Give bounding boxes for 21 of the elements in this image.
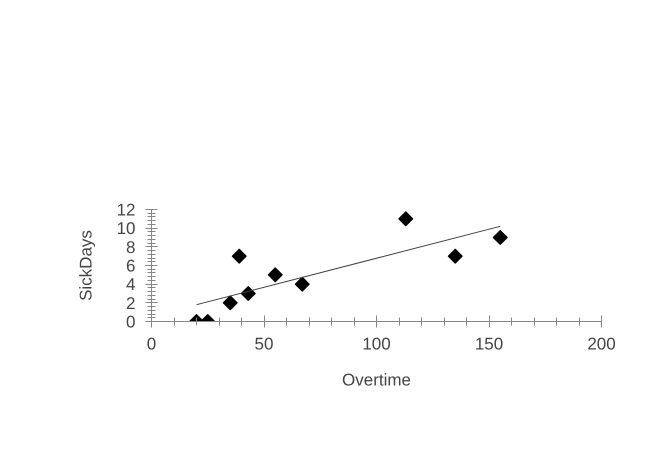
y-tick-label: 12 [116,200,136,220]
point [294,276,310,292]
x-tick-label: 200 [587,334,616,354]
y-tick-label: 8 [126,238,136,257]
point [398,211,414,226]
point [222,295,238,310]
y-tick-label: 10 [116,219,136,238]
y-axis-title: SickDays [76,230,96,301]
x-axis-title: Overtime [342,370,411,390]
y-tick-label: 6 [126,256,136,276]
point [232,248,247,264]
y-tick-label: 4 [126,275,136,294]
x-tick-label: 150 [474,334,504,354]
point [448,248,463,264]
y-tick-label: 2 [126,294,136,313]
point [268,267,283,282]
x-tick-label: 0 [146,334,156,354]
y-tick-label: 0 [126,312,136,332]
x-tick-label: 100 [362,334,391,354]
point [492,230,508,246]
x-tick-label: 50 [254,334,274,354]
